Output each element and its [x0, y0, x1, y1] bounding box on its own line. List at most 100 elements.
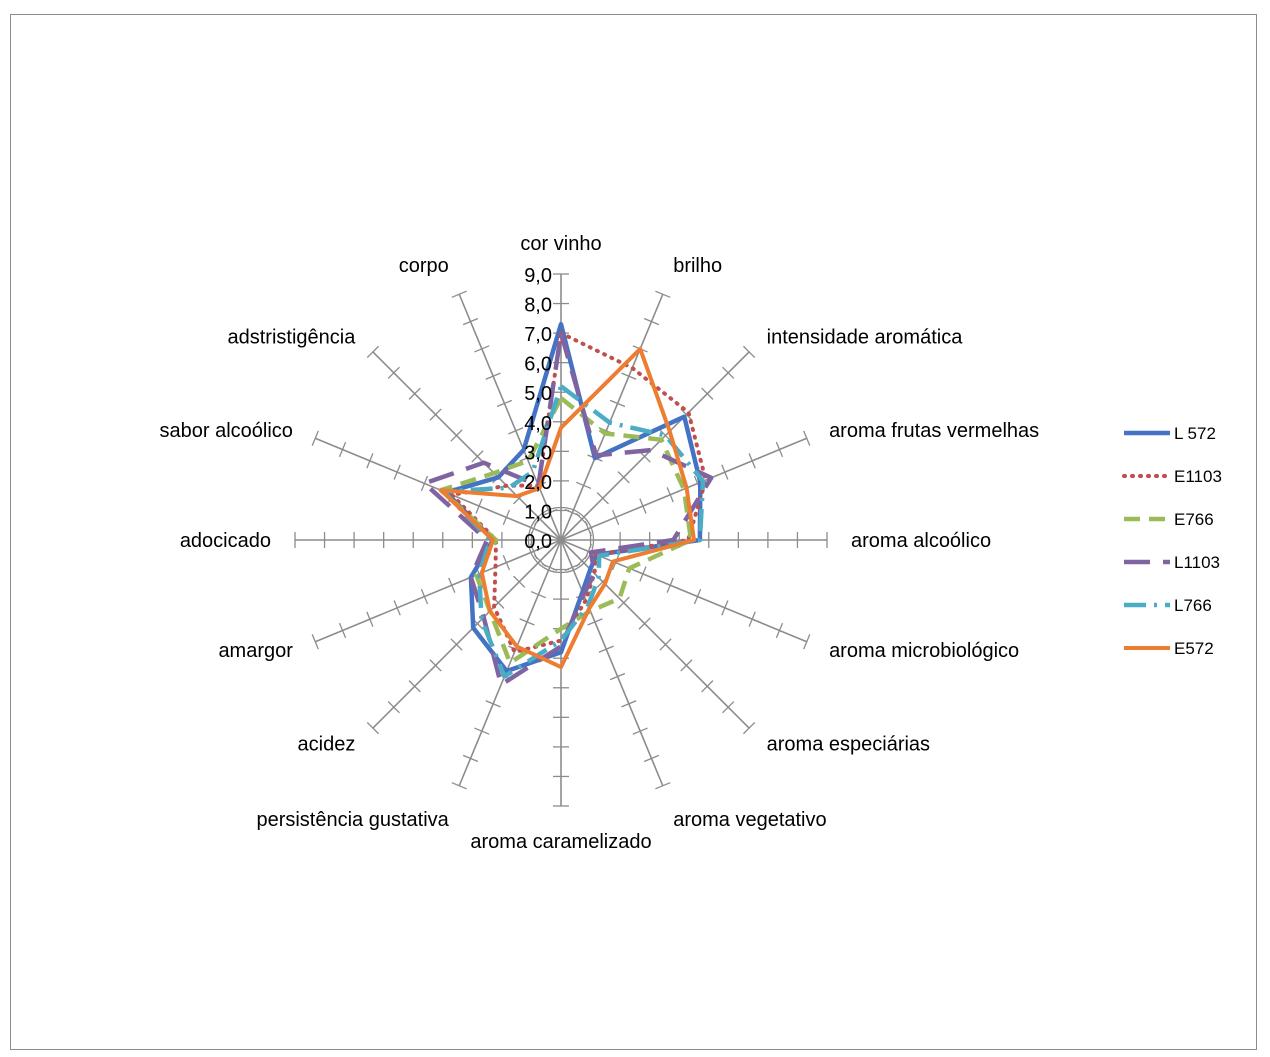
- category-label: aroma especiárias: [767, 734, 930, 756]
- legend-label: L 572: [1174, 424, 1216, 443]
- tick-label: 2,0: [524, 472, 552, 494]
- tick-label: 9,0: [524, 265, 552, 287]
- axis-spoke: [372, 539, 562, 729]
- axis-tick: [680, 659, 693, 672]
- category-label: aroma caramelizado: [470, 831, 651, 853]
- category-label: intensidade aromática: [767, 326, 964, 348]
- axis-tick: [721, 464, 729, 480]
- category-label: adstristigência: [228, 326, 357, 348]
- axis-tick: [366, 611, 374, 627]
- axis-tick: [742, 721, 756, 735]
- axis-tick: [485, 700, 501, 708]
- category-label: corpo: [399, 255, 449, 277]
- axis-tick: [609, 399, 626, 408]
- axis-tick: [408, 680, 421, 693]
- axis-tick: [420, 588, 429, 605]
- axis-tick: [775, 622, 784, 639]
- axis-tick: [803, 634, 811, 650]
- axis-spoke: [314, 539, 562, 643]
- axis-tick: [366, 453, 374, 469]
- axis-tick: [451, 782, 467, 790]
- axis-tick: [429, 659, 442, 672]
- axis-tick: [451, 290, 467, 298]
- axis-tick: [575, 481, 592, 490]
- category-label: persistência gustativa: [256, 809, 449, 831]
- axis-tick: [420, 475, 429, 492]
- axis-tick: [643, 317, 660, 326]
- axis-tick: [462, 754, 479, 763]
- axis-tick: [643, 754, 660, 763]
- axis-tick: [474, 345, 490, 353]
- axis-tick: [803, 430, 811, 446]
- axis-tick: [587, 618, 603, 626]
- axis-tick: [448, 577, 456, 593]
- axis-tick: [680, 408, 693, 421]
- chart-frame: [10, 14, 1257, 1050]
- axis-tick: [508, 427, 524, 435]
- radar-series: [422, 321, 714, 687]
- axis-spoke: [560, 437, 808, 541]
- axis-tick: [530, 590, 547, 599]
- axis-tick: [502, 554, 511, 571]
- category-label: adocicado: [180, 530, 271, 552]
- axis-tick: [659, 638, 672, 651]
- axis-tick: [338, 622, 347, 639]
- axis-tick: [450, 429, 463, 442]
- axis-tick: [408, 387, 421, 400]
- axis-spoke: [560, 293, 664, 541]
- series-line-l572: [444, 321, 703, 674]
- tick-label: 3,0: [524, 442, 552, 464]
- axis-spoke: [372, 351, 562, 541]
- axis-tick: [496, 399, 513, 408]
- axis-tick: [513, 575, 526, 588]
- axis-tick: [429, 408, 442, 421]
- category-label: acidez: [298, 734, 356, 756]
- axis-spoke: [560, 351, 750, 541]
- axis-tick: [338, 441, 347, 458]
- axis-tick: [474, 727, 490, 735]
- tick-label: 1,0: [524, 501, 552, 523]
- axis-tick: [701, 387, 714, 400]
- axis-tick: [639, 498, 647, 514]
- axis-spoke: [314, 437, 562, 541]
- axis-tick: [775, 441, 784, 458]
- category-label: brilho: [673, 255, 722, 277]
- axis-tick: [462, 317, 479, 326]
- axis-tick: [721, 600, 729, 616]
- legend-label: L1103: [1174, 553, 1220, 572]
- axis-tick: [693, 588, 702, 605]
- legend-label: E1103: [1174, 467, 1222, 486]
- axis-tick: [639, 566, 647, 582]
- axis-tick: [542, 509, 558, 517]
- legend-label: E572: [1174, 639, 1214, 658]
- axis-tick: [666, 487, 674, 503]
- axis-spoke: [458, 539, 562, 787]
- axis-tick: [471, 450, 484, 463]
- legend-label: E766: [1174, 510, 1214, 529]
- axis-tick: [617, 596, 630, 609]
- category-label: aroma microbiológico: [829, 640, 1019, 662]
- axis-spoke: [560, 539, 750, 729]
- axis-tick: [748, 611, 756, 627]
- axis-tick: [748, 453, 756, 469]
- tick-label: 4,0: [524, 413, 552, 435]
- axis-tick: [701, 680, 714, 693]
- tick-label: 5,0: [524, 383, 552, 405]
- axis-tick: [475, 498, 483, 514]
- category-label: amargor: [218, 640, 293, 662]
- category-label: sabor alcoólico: [160, 420, 293, 442]
- axis-tick: [596, 492, 609, 505]
- series-line-l1103: [422, 330, 714, 687]
- axis-tick: [366, 345, 380, 359]
- axis-tick: [742, 345, 756, 359]
- axis-tick: [485, 372, 501, 380]
- axis-tick: [387, 366, 400, 379]
- axis-tick: [366, 721, 380, 735]
- axis-spoke: [458, 293, 562, 541]
- legend-label: L766: [1174, 596, 1212, 615]
- radar-grid: [294, 273, 828, 807]
- axis-tick: [621, 700, 637, 708]
- category-label: cor vinho: [520, 233, 601, 255]
- tick-label: 0,0: [524, 531, 552, 553]
